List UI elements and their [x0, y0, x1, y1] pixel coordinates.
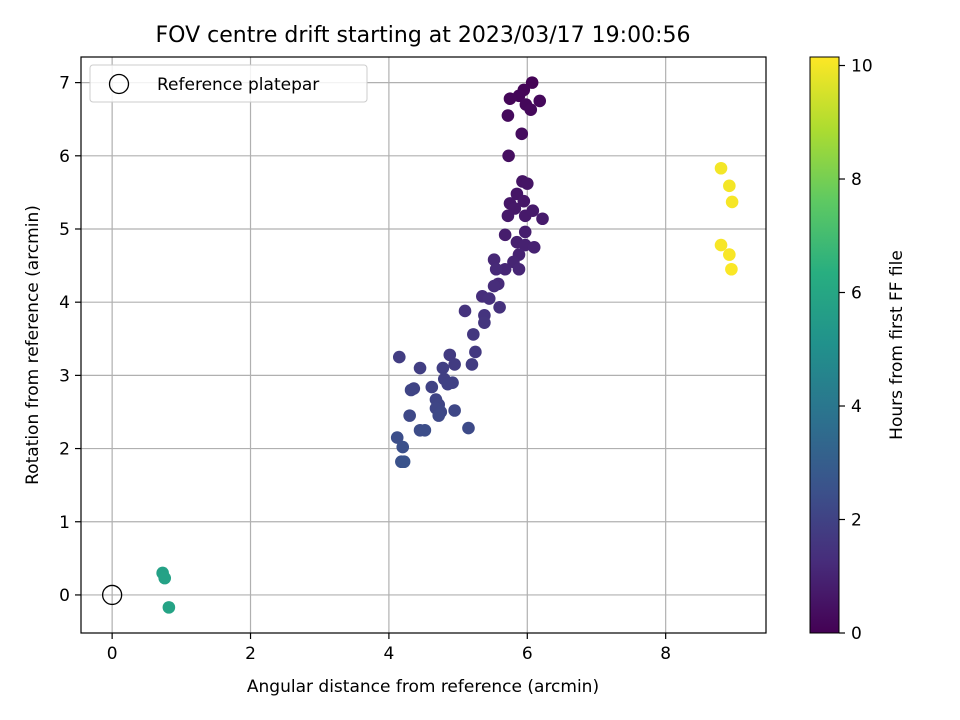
y-axis-label: Rotation from reference (arcmin): [23, 205, 43, 485]
data-point: [418, 423, 432, 437]
data-point: [390, 431, 404, 444]
data-point: [501, 109, 515, 122]
legend-marker: [108, 73, 130, 95]
x-axis-label: Angular distance from reference (arcmin): [247, 677, 599, 697]
data-point: [525, 76, 539, 89]
data-point: [493, 301, 506, 314]
data-point: [448, 358, 461, 371]
data-point: [443, 348, 457, 362]
y-tick-label: 7: [59, 74, 70, 94]
y-tick-label: 2: [59, 440, 70, 460]
data-points: [101, 76, 739, 614]
data-point: [462, 421, 475, 435]
data-point: [396, 440, 410, 454]
data-point: [520, 177, 534, 190]
data-point: [501, 209, 515, 223]
chart-title: FOV centre drift starting at 2023/03/17 …: [156, 23, 691, 48]
data-point: [498, 228, 512, 242]
colorbar-gradient: [809, 56, 840, 634]
data-point: [432, 409, 446, 422]
colorbar-tick-label: 4: [851, 397, 862, 417]
data-point: [458, 304, 472, 318]
data-point: [487, 279, 501, 293]
x-tick-label: 6: [522, 644, 533, 664]
data-point: [723, 179, 736, 193]
colorbar-tick-label: 8: [851, 170, 862, 190]
data-point: [489, 262, 503, 276]
data-point: [503, 92, 517, 106]
data-point: [436, 361, 450, 375]
data-point: [714, 161, 728, 175]
data-point: [482, 292, 496, 305]
data-point: [536, 212, 549, 226]
y-axis-ticks: 0 1 2 3 4 5 6 7: [59, 74, 81, 606]
data-point: [518, 225, 532, 239]
colorbar: 0 2 4 6 8 10 Hours from first FF file: [809, 56, 907, 644]
data-point: [448, 404, 461, 417]
data-point: [714, 238, 728, 252]
data-point: [526, 204, 540, 217]
data-point: [533, 94, 547, 108]
legend-entry-label: Reference platepar: [157, 75, 319, 95]
legend-box: [89, 64, 368, 103]
legend: Reference platepar: [89, 64, 368, 103]
data-point: [512, 262, 526, 276]
data-point: [465, 358, 479, 371]
data-point: [487, 253, 501, 267]
x-tick-label: 0: [107, 644, 118, 664]
data-point: [527, 240, 541, 254]
data-point: [413, 361, 427, 375]
data-point: [725, 262, 738, 276]
y-tick-label: 1: [59, 513, 70, 533]
data-point: [162, 601, 176, 614]
data-point: [502, 149, 515, 163]
data-point: [158, 571, 172, 585]
y-tick-label: 4: [59, 293, 70, 313]
y-tick-label: 5: [59, 220, 70, 240]
data-point: [425, 380, 439, 394]
data-point: [392, 350, 406, 364]
x-tick-label: 8: [660, 644, 671, 664]
data-point: [517, 194, 531, 208]
data-point: [723, 248, 736, 261]
grid-lines: [81, 57, 766, 633]
reference-point-marker: [101, 584, 123, 606]
data-point: [725, 195, 739, 209]
y-tick-label: 3: [59, 366, 70, 386]
data-point: [515, 127, 529, 141]
x-tick-label: 4: [383, 644, 394, 664]
x-axis-ticks: 0 2 4 6 8: [107, 633, 671, 664]
y-tick-label: 6: [59, 147, 70, 167]
data-point: [498, 262, 512, 276]
data-point: [441, 377, 455, 391]
colorbar-tick-label: 2: [851, 511, 862, 531]
colorbar-tick-label: 10: [851, 57, 873, 77]
y-tick-label: 0: [59, 586, 70, 606]
data-point: [467, 328, 480, 341]
data-point: [397, 455, 411, 469]
data-point: [524, 103, 538, 116]
data-point: [404, 383, 418, 397]
data-point: [403, 409, 416, 422]
colorbar-ticks: 0 2 4 6 8 10: [839, 57, 873, 644]
plot-frame: [80, 56, 767, 634]
x-tick-label: 2: [245, 644, 256, 664]
colorbar-tick-label: 0: [851, 624, 862, 644]
colorbar-label: Hours from first FF file: [887, 250, 907, 440]
data-point: [469, 345, 482, 359]
colorbar-tick-label: 6: [851, 284, 862, 304]
data-point: [478, 316, 491, 329]
